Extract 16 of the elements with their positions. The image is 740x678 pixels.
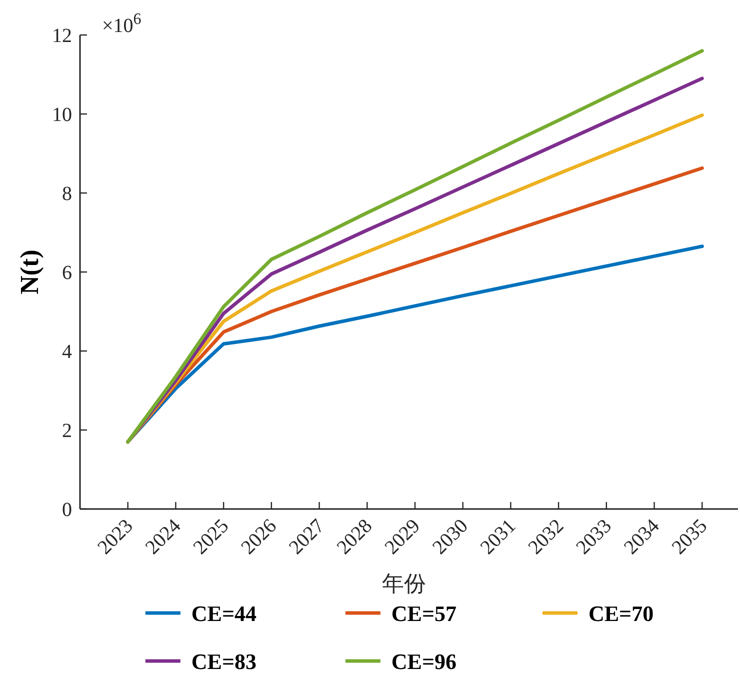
legend-label: CE=44 (191, 601, 257, 626)
y-tick-label: 10 (52, 104, 72, 126)
y-tick-label: 6 (62, 262, 72, 284)
legend-label: CE=70 (588, 601, 654, 626)
y-tick-label: 4 (62, 341, 72, 363)
x-tick-label: 2031 (476, 514, 520, 559)
y-tick-label: 0 (62, 499, 72, 521)
y-tick-label: 2 (62, 420, 72, 442)
legend-label: CE=83 (191, 649, 257, 674)
y-tick-label: 12 (52, 25, 72, 47)
legend-label: CE=96 (391, 649, 457, 674)
annotation: ×10$^{6}$ (102, 10, 142, 37)
legend-label: CE=57 (391, 601, 457, 626)
x-axis-title: 年份 (382, 571, 426, 596)
y-tick-label: 8 (62, 183, 72, 205)
y-axis-title: N(t) (15, 250, 44, 294)
